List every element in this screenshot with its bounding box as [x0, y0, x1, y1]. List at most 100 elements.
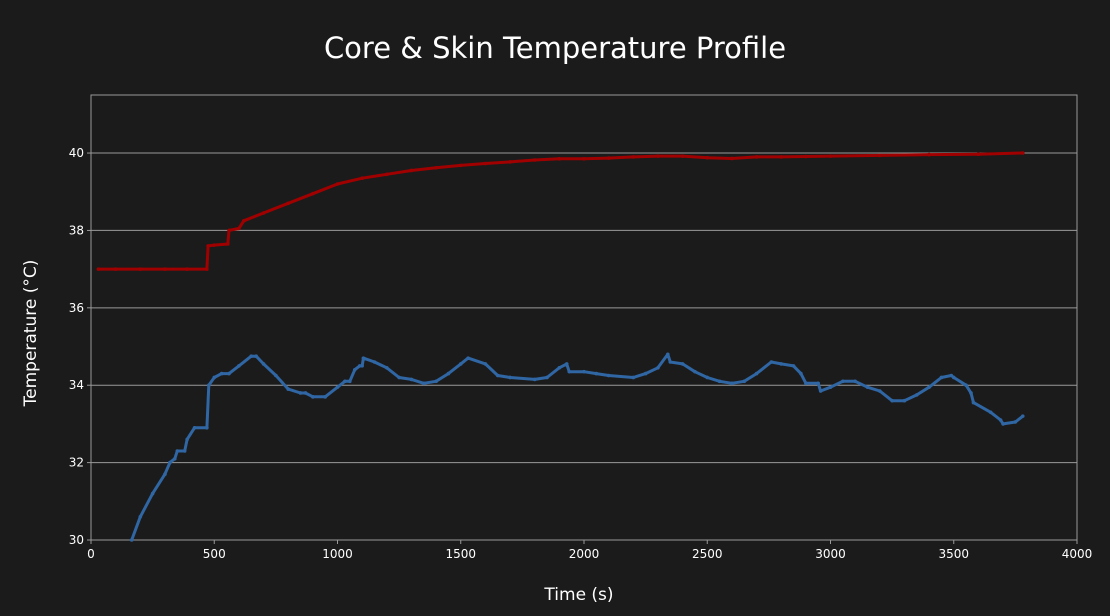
data-point	[434, 379, 438, 384]
series-line	[130, 352, 1025, 542]
data-point	[730, 156, 734, 161]
data-point	[185, 437, 189, 442]
data-point	[730, 381, 734, 386]
data-point	[249, 354, 254, 358]
y-tick-label: 40	[69, 146, 84, 160]
data-point	[828, 154, 833, 158]
data-point	[206, 244, 210, 248]
data-point	[927, 385, 931, 389]
x-tick-label: 0	[87, 547, 95, 561]
data-point	[227, 228, 231, 233]
series-1	[129, 352, 1025, 542]
data-point	[212, 375, 217, 380]
data-point	[343, 379, 347, 384]
data-point	[643, 371, 648, 376]
data-point	[804, 154, 808, 159]
data-point	[352, 367, 357, 372]
x-tick-label: 2500	[692, 547, 723, 561]
data-point	[495, 373, 500, 378]
data-point	[163, 267, 167, 271]
x-tick-label: 1000	[322, 547, 353, 561]
data-point	[998, 418, 1003, 422]
data-point	[409, 168, 414, 173]
data-point	[606, 373, 611, 378]
data-point	[361, 356, 366, 360]
data-point	[841, 379, 845, 384]
data-point	[878, 153, 882, 158]
y-tick-label: 34	[69, 378, 84, 392]
data-point	[890, 398, 894, 403]
data-point	[631, 375, 636, 380]
chart-title: Core & Skin Temperature Profile	[324, 31, 786, 65]
data-point	[779, 155, 783, 159]
data-point	[567, 369, 572, 374]
data-point	[192, 425, 197, 430]
data-point	[754, 155, 759, 159]
data-point	[335, 385, 340, 389]
data-point	[557, 157, 562, 161]
x-axis-label: Time (s)	[543, 585, 613, 605]
data-point	[971, 400, 976, 405]
data-point	[298, 391, 303, 395]
data-point	[182, 449, 187, 453]
plot-frame	[90, 94, 1078, 541]
data-point	[226, 242, 230, 246]
data-point	[397, 375, 401, 380]
data-point	[348, 379, 352, 384]
data-point	[138, 267, 143, 271]
data-point	[163, 472, 167, 477]
data-point	[949, 373, 954, 378]
data-point	[828, 385, 833, 389]
data-point	[799, 371, 803, 376]
data-point	[717, 379, 722, 384]
data-point	[237, 226, 241, 231]
data-point	[508, 160, 512, 164]
data-point	[557, 366, 562, 370]
x-tick-label: 3000	[815, 547, 846, 561]
data-point	[311, 395, 315, 399]
data-point	[988, 410, 993, 415]
data-point	[668, 360, 673, 364]
data-point	[1001, 422, 1005, 426]
data-point	[582, 369, 586, 374]
grid	[91, 152, 1077, 541]
data-point	[219, 371, 224, 376]
data-point	[705, 155, 710, 160]
y-tick-label: 30	[69, 533, 84, 547]
data-point	[207, 383, 211, 388]
data-point	[742, 379, 747, 384]
data-point	[754, 371, 759, 376]
data-point	[205, 425, 209, 430]
data-point	[466, 356, 470, 360]
data-point	[409, 377, 414, 382]
series-0	[96, 151, 1025, 271]
data-point	[227, 371, 231, 376]
data-point	[532, 158, 537, 162]
data-point	[545, 375, 549, 380]
data-point	[254, 354, 258, 358]
x-tick-label: 1500	[445, 547, 476, 561]
x-tick-label: 4000	[1062, 547, 1093, 561]
x-tick-label: 2000	[569, 547, 600, 561]
data-point	[693, 369, 697, 374]
data-point	[205, 267, 209, 271]
data-point	[680, 154, 685, 158]
data-point	[976, 152, 981, 157]
data-point	[421, 381, 426, 386]
data-point	[129, 538, 134, 542]
data-point	[185, 267, 189, 271]
data-point	[483, 362, 488, 366]
data-point	[96, 267, 101, 271]
data-point	[914, 393, 919, 397]
data-point	[446, 371, 451, 376]
data-point	[323, 395, 327, 399]
y-tick-label: 36	[69, 301, 84, 315]
data-point	[360, 364, 364, 368]
y-tick-label: 38	[69, 223, 84, 237]
data-point	[138, 514, 143, 519]
data-point	[656, 154, 660, 158]
data-point	[878, 389, 882, 393]
data-point	[606, 156, 611, 160]
data-point	[902, 398, 907, 403]
